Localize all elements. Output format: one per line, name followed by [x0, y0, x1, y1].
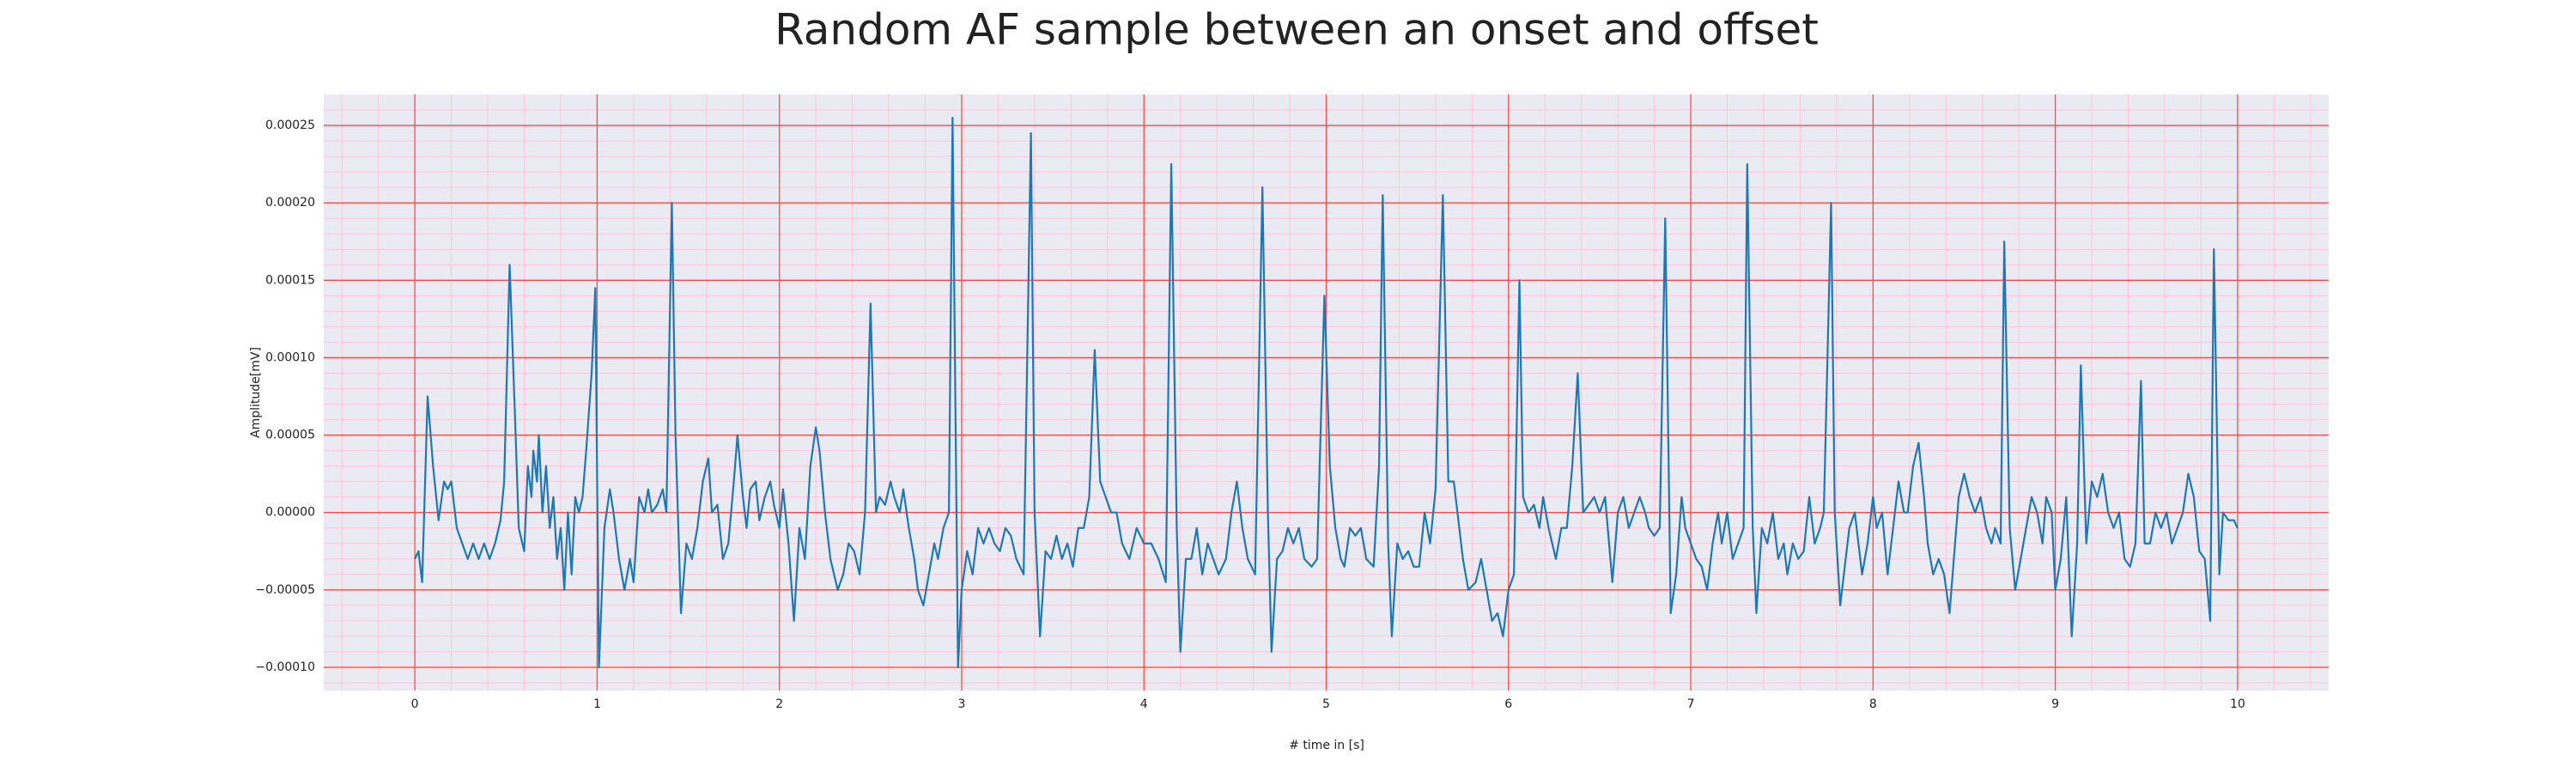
x-tick-label: 5 — [1322, 697, 1330, 711]
x-tick-label: 10 — [2230, 697, 2245, 711]
x-tick-label: 6 — [1504, 697, 1512, 711]
chart-title: Random AF sample between an onset and of… — [775, 5, 1819, 55]
y-tick-label: 0.00005 — [265, 429, 315, 442]
x-tick-label: 3 — [957, 697, 965, 711]
y-tick-label: 0.00015 — [265, 273, 315, 287]
y-tick-label: 0.00010 — [265, 350, 315, 364]
x-tick-label: 4 — [1140, 697, 1148, 711]
y-tick-label: 0.00020 — [265, 196, 315, 210]
y-axis-label: Amplitude[mV] — [249, 347, 263, 438]
x-tick-label: 8 — [1869, 697, 1877, 711]
y-tick-label: 0.00025 — [265, 119, 315, 132]
y-tick-label: 0.00000 — [265, 506, 315, 520]
x-tick-label: 0 — [411, 697, 419, 711]
marks — [414, 116, 2239, 669]
x-tick-label: 7 — [1687, 697, 1695, 711]
signal-line — [414, 116, 2239, 669]
x-tick-label: 2 — [775, 697, 783, 711]
x-tick-label: 9 — [2051, 697, 2059, 711]
y-tick-label: −0.00010 — [255, 660, 315, 674]
y-tick-label: −0.00005 — [255, 583, 315, 597]
x-tick-label: 1 — [593, 697, 601, 711]
major-grid — [324, 94, 2329, 691]
x-axis-label: # time in [s] — [1289, 739, 1364, 752]
